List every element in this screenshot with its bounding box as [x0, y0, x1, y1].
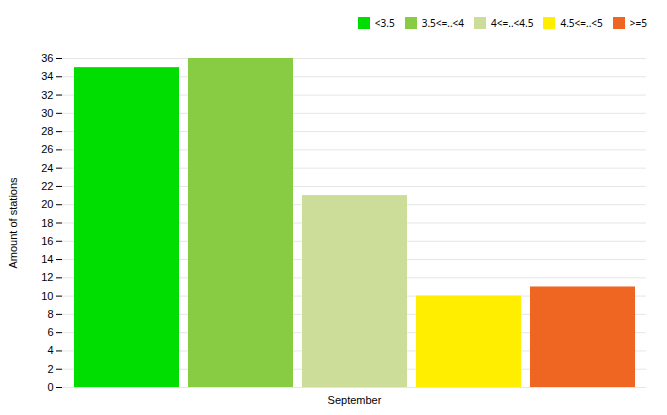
html-text:3.5<=..<4: 3.5<=..<4 [421, 15, 465, 30]
svg-text:20: 20 [41, 198, 53, 210]
svg-text:12: 12 [41, 271, 53, 283]
svg-text:32: 32 [41, 89, 53, 101]
svg-text:0: 0 [47, 381, 53, 393]
svg-text:22: 22 [41, 180, 53, 192]
svg-text:6: 6 [47, 326, 53, 338]
svg-text:Amount of stations: Amount of stations [7, 177, 19, 269]
html-text:<3.5: <3.5 [374, 15, 395, 30]
svg-text:24: 24 [41, 162, 53, 174]
svg-text:18: 18 [41, 217, 53, 229]
svg-text:14: 14 [41, 253, 53, 265]
svg-text:34: 34 [41, 70, 53, 82]
svg-text:16: 16 [41, 235, 53, 247]
svg-text:4: 4 [47, 344, 53, 356]
html-text:>=5: >=5 [629, 15, 647, 30]
html-text:4<=..<4.5: 4<=..<4.5 [491, 15, 534, 30]
svg-text:2: 2 [47, 363, 53, 375]
svg-text:10: 10 [41, 290, 53, 302]
svg-text:September: September [328, 394, 382, 406]
svg-text:28: 28 [41, 125, 53, 137]
svg-text:36: 36 [41, 52, 53, 64]
svg-text:30: 30 [41, 107, 53, 119]
svg-text:26: 26 [41, 143, 53, 155]
svg-text:8: 8 [47, 308, 53, 320]
html-text:4.5<=..<5: 4.5<=..<5 [560, 15, 603, 30]
